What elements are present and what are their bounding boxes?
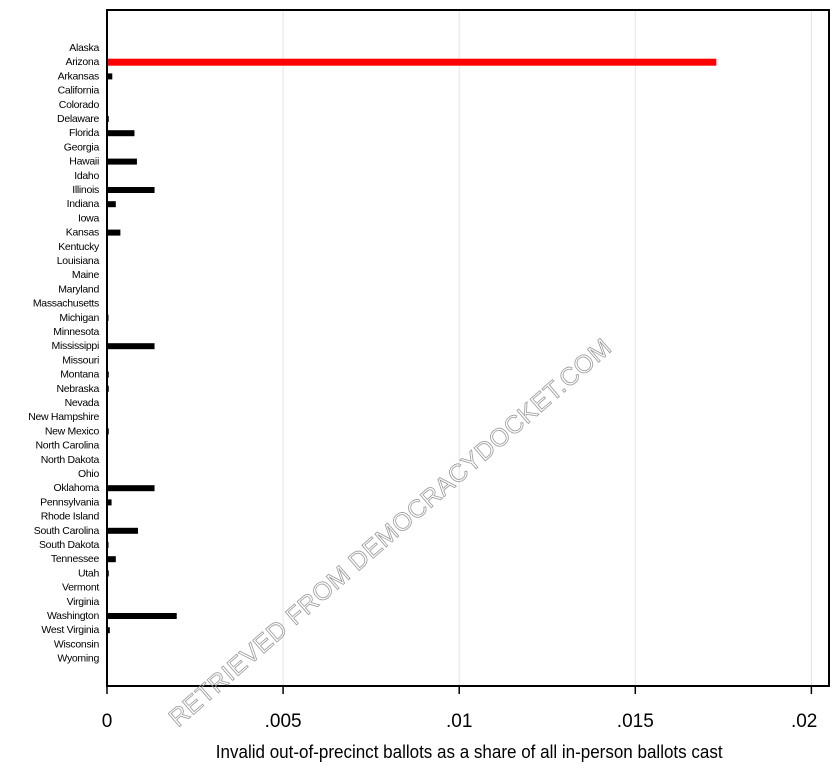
category-label: Ohio — [78, 468, 99, 480]
bar — [107, 130, 135, 137]
category-label: Indiana — [67, 198, 100, 210]
category-label: Minnesota — [53, 326, 99, 338]
category-label: Maine — [72, 269, 100, 281]
category-label: Georgia — [64, 141, 100, 153]
category-label: Nebraska — [56, 383, 99, 395]
category-label: Montana — [60, 369, 99, 381]
category-label: Hawaii — [69, 156, 99, 168]
category-label: Mississippi — [52, 340, 99, 352]
category-label: Wyoming — [57, 653, 99, 665]
category-label: Missouri — [62, 354, 99, 366]
category-label: Louisiana — [57, 255, 100, 267]
category-label: North Dakota — [41, 454, 100, 466]
bar — [107, 556, 116, 563]
x-tick-label: 0 — [102, 711, 113, 732]
category-label: Arizona — [65, 56, 99, 68]
category-label: Delaware — [57, 113, 99, 125]
bars — [107, 58, 717, 634]
category-label: Rhode Island — [41, 511, 100, 523]
category-label: Idaho — [74, 170, 99, 182]
bar — [107, 499, 112, 506]
category-label: Oklahoma — [54, 482, 100, 494]
category-label: Vermont — [62, 582, 99, 594]
category-label: Illinois — [72, 184, 99, 196]
category-label: Alaska — [69, 42, 99, 54]
bar — [107, 187, 155, 193]
category-label: Utah — [78, 567, 99, 579]
category-label: South Dakota — [39, 539, 99, 551]
category-label: California — [58, 85, 100, 97]
bar — [107, 627, 110, 634]
bar — [107, 613, 177, 619]
category-labels: Alaska Arizona Arkansas California Colorado D… — [28, 42, 100, 665]
category-label: New Mexico — [45, 425, 100, 437]
category-label: Washington — [47, 610, 100, 622]
bar — [107, 229, 121, 236]
x-tick-label: .005 — [265, 711, 302, 732]
category-label: North Carolina — [36, 440, 100, 452]
category-label: Kansas — [66, 227, 99, 239]
bar — [107, 485, 155, 492]
bar — [107, 73, 113, 80]
category-label: New Hampshire — [28, 411, 99, 423]
category-label: Massachusetts — [33, 298, 99, 310]
x-tick-label: .02 — [791, 711, 817, 732]
category-label: Kentucky — [58, 241, 100, 253]
category-label: Nevada — [65, 397, 100, 409]
category-label: Arkansas — [58, 70, 99, 82]
x-axis-ticks: 0 .005 .01 .015 .02 — [102, 686, 817, 732]
x-tick-label: .01 — [446, 711, 472, 732]
plot-frame — [106, 9, 830, 687]
category-label: Tennessee — [51, 553, 100, 565]
category-label: Iowa — [78, 212, 99, 224]
category-label: Virginia — [67, 596, 100, 608]
bar — [107, 201, 116, 208]
x-tick-label: .015 — [617, 711, 654, 732]
watermark-text: RETRIEVED FROM DEMOCRACYDOCKET.COM — [164, 333, 618, 733]
category-label: Colorado — [59, 99, 100, 111]
category-label: Florida — [69, 127, 99, 139]
x-axis-label: Invalid out-of-precinct ballots as a sha… — [216, 741, 723, 762]
bar-highlight — [107, 58, 717, 66]
category-label: West Virginia — [41, 624, 99, 636]
bar — [107, 527, 138, 534]
category-label: South Carolina — [34, 525, 100, 537]
category-label: Maryland — [58, 283, 99, 295]
category-label: Pennsylvania — [40, 496, 99, 508]
bar — [107, 158, 137, 165]
category-label: Michigan — [59, 312, 99, 324]
category-label: Wisconsin — [54, 638, 100, 650]
gridlines — [282, 10, 812, 686]
bar — [107, 343, 155, 350]
